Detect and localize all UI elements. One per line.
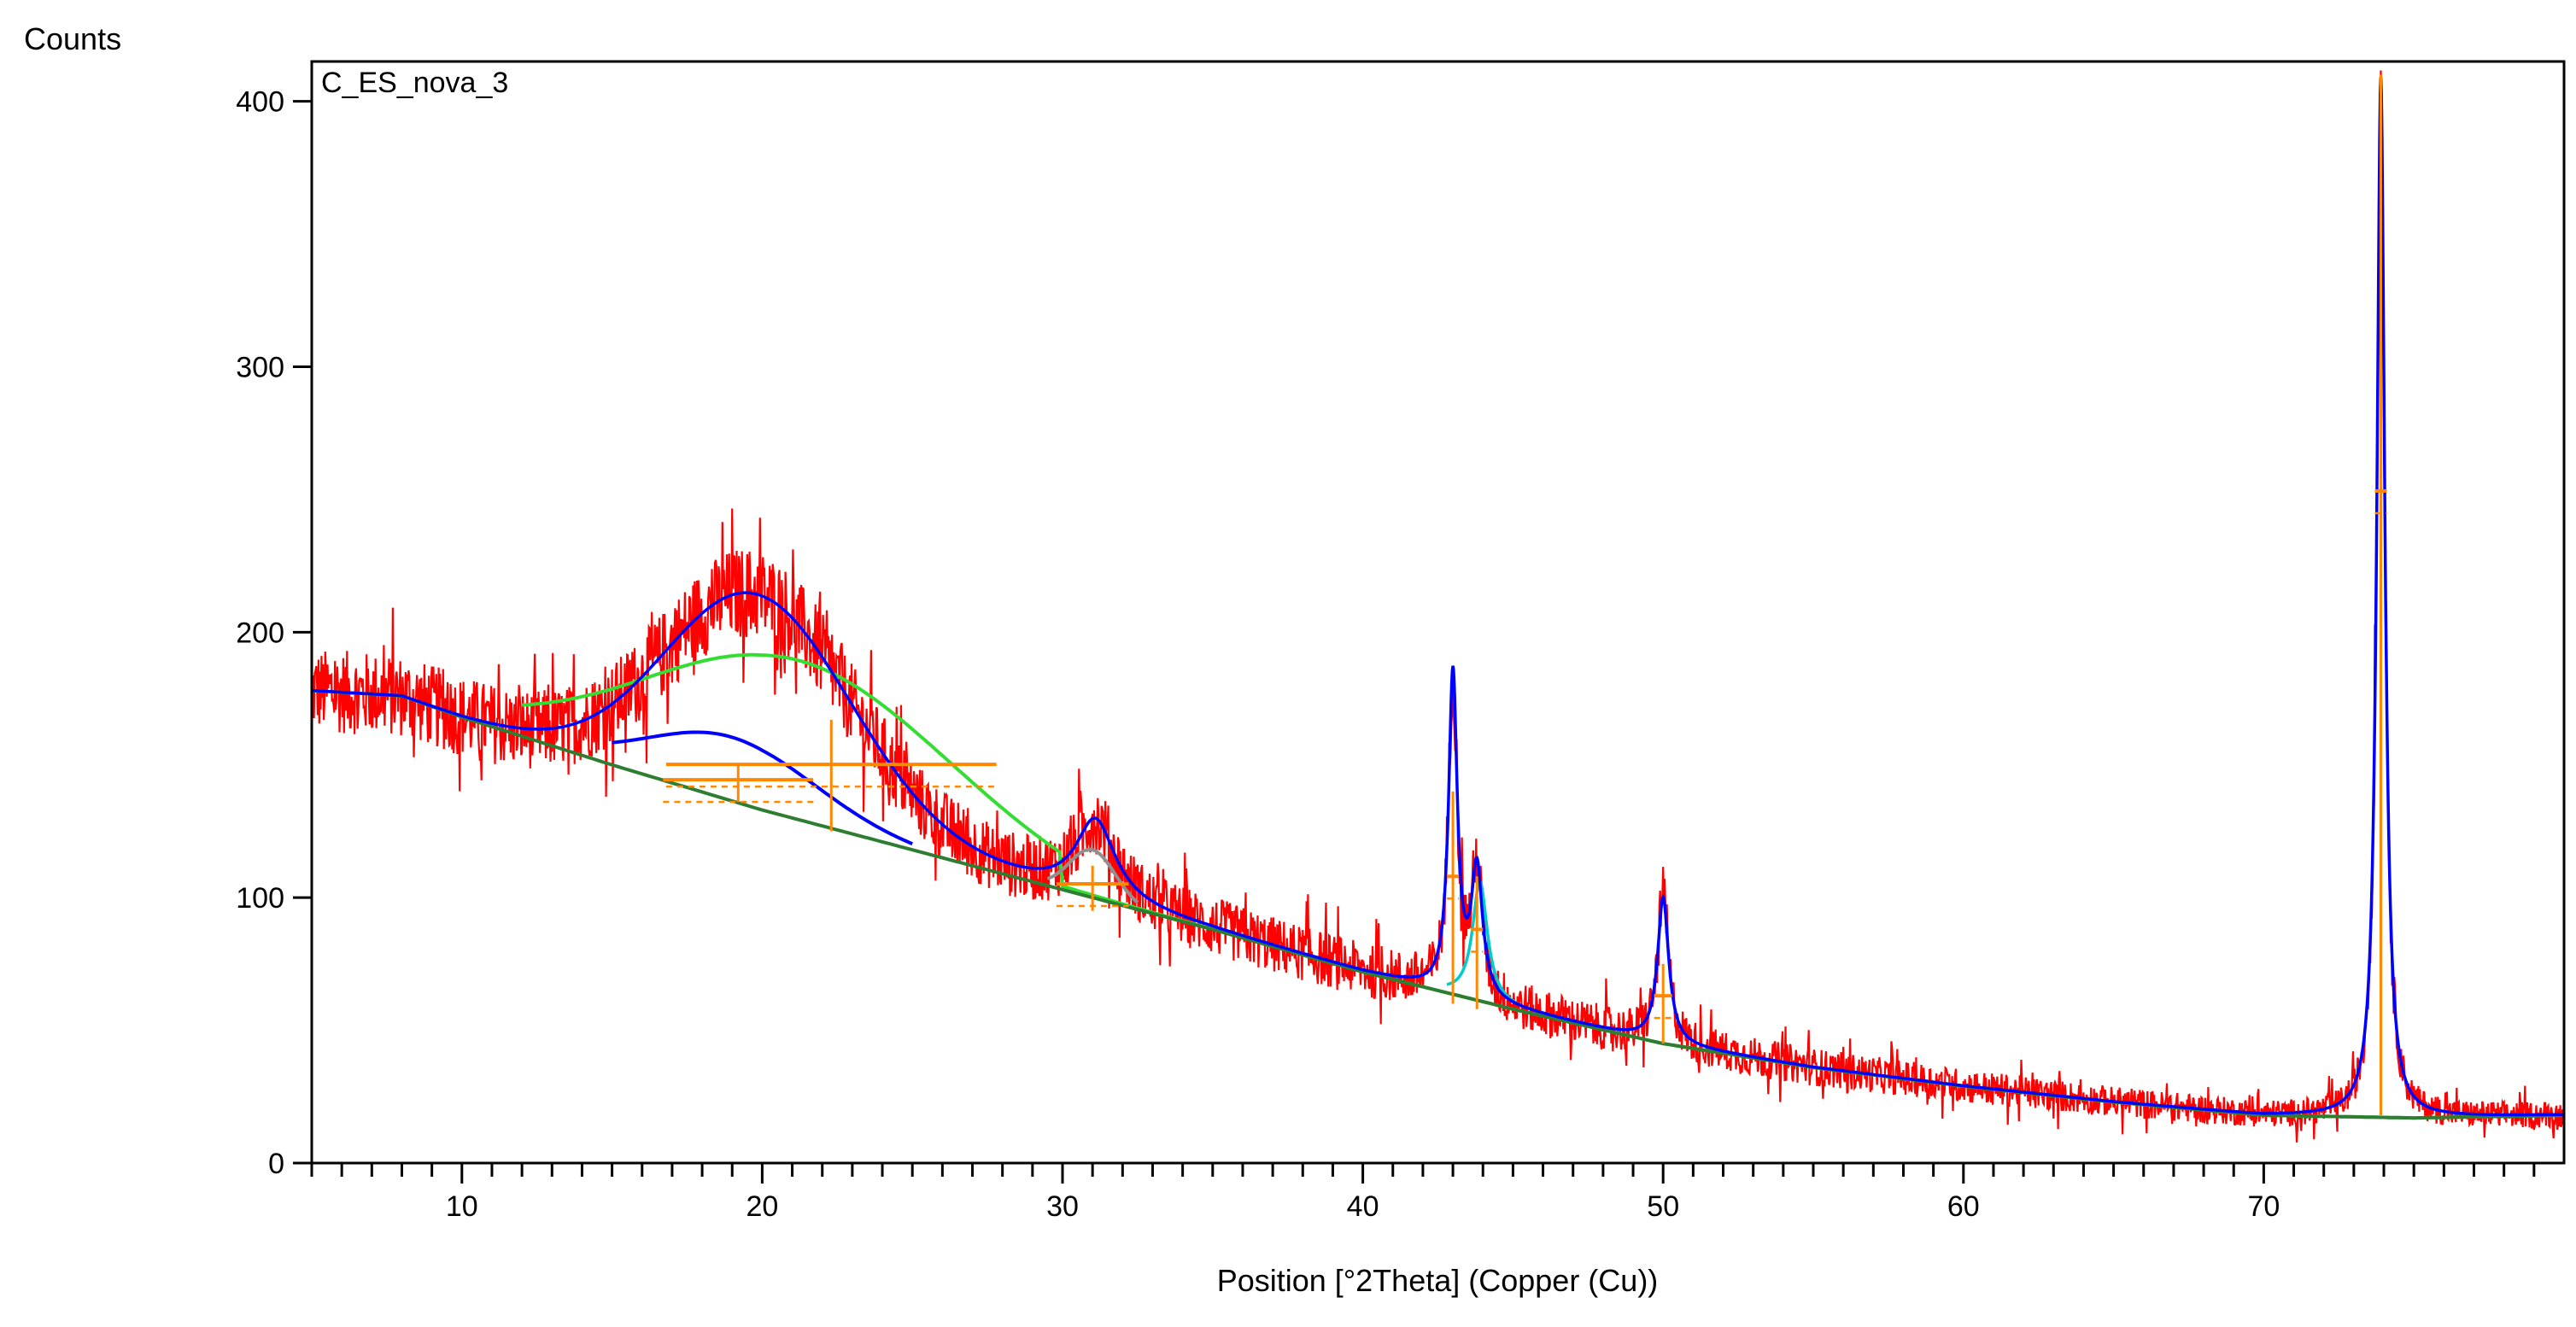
x-axis-title: Position [°2Theta] (Copper (Cu))	[1217, 1263, 1659, 1298]
x-tick-label: 60	[1947, 1190, 1980, 1223]
y-tick-label: 300	[236, 351, 284, 383]
peak-marker	[663, 764, 814, 804]
background-line	[312, 688, 2564, 1120]
x-tick-label: 70	[2247, 1190, 2280, 1223]
plot-frame	[310, 60, 2566, 1165]
sub-peak-curve	[612, 730, 913, 846]
x-tick-label: 10	[446, 1190, 478, 1223]
x-tick-label: 50	[1647, 1190, 1679, 1223]
peak-marker	[1447, 791, 1460, 1004]
peak-marker	[1056, 865, 1129, 911]
x-tick-label: 40	[1347, 1190, 1379, 1223]
peak-marker	[2374, 74, 2387, 1116]
y-tick-label: 400	[236, 86, 284, 119]
data-layer	[312, 70, 2564, 1143]
peak-marker	[1471, 876, 1484, 1009]
y-axis-title: Counts	[24, 21, 121, 56]
x-tick-label: 30	[1046, 1190, 1079, 1223]
y-tick-label: 200	[236, 617, 284, 649]
sample-name-label: C_ES_nova_3	[321, 67, 508, 99]
component-cyan-curve	[1446, 880, 1520, 1006]
y-tick-label: 100	[236, 882, 284, 915]
observed-pattern-line	[312, 70, 2564, 1143]
peak-marker	[665, 719, 997, 832]
calculated-pattern-line	[312, 76, 2564, 1117]
axis-ticks: 10 20 30 40 50 60 70 0 100 200 300 400	[236, 86, 2536, 1223]
amorphous-hump-line	[521, 652, 2564, 1120]
peak-marker-layer	[663, 74, 2387, 1116]
x-tick-label: 20	[746, 1190, 778, 1223]
y-tick-label: 0	[268, 1148, 284, 1180]
peak-marker	[1654, 963, 1672, 1044]
